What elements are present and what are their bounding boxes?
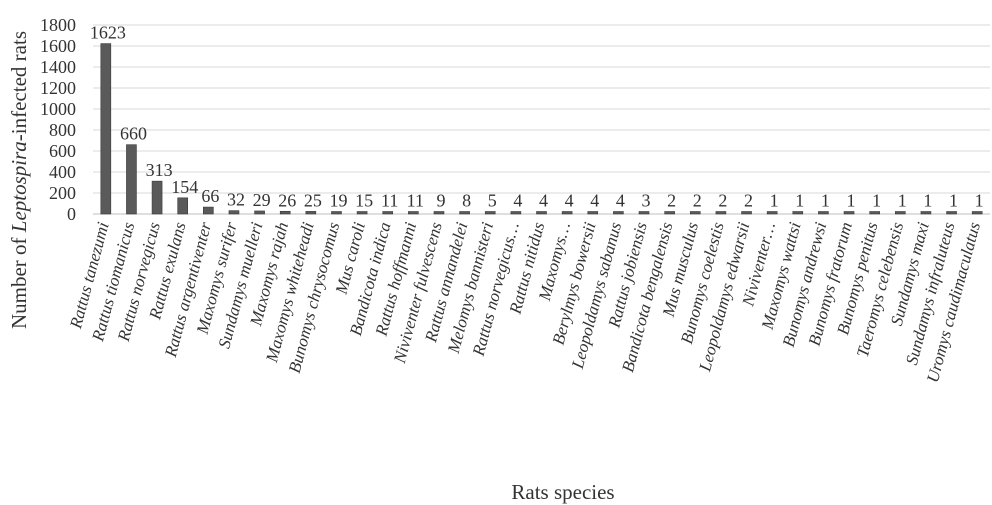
y-tick-label: 1800 [40, 15, 76, 35]
bar [766, 211, 778, 215]
y-axis-label-italic: Leptospira [7, 141, 31, 233]
data-label: 25 [304, 190, 322, 210]
bar [689, 211, 701, 215]
y-tick-label: 800 [49, 120, 76, 140]
data-label: 19 [329, 191, 347, 211]
data-label: 11 [381, 191, 398, 211]
bar [843, 211, 855, 215]
bar [664, 211, 675, 215]
bar [792, 211, 804, 215]
data-label: 1 [923, 191, 932, 211]
data-label: 5 [488, 191, 497, 211]
bar [587, 211, 599, 215]
y-tick-label: 1600 [40, 36, 76, 56]
data-label: 29 [253, 190, 271, 210]
data-label: 4 [539, 191, 548, 211]
data-label: 66 [201, 186, 219, 206]
x-axis-label: Rats species [511, 480, 614, 504]
bar [946, 211, 957, 215]
y-tick-label: 1400 [40, 57, 76, 77]
bar [100, 43, 112, 215]
bar [741, 211, 752, 215]
data-label: 4 [513, 191, 522, 211]
data-label: 9 [436, 191, 445, 211]
bar [356, 211, 368, 215]
y-tick-label: 0 [67, 204, 76, 224]
y-tick-label: 400 [49, 162, 76, 182]
data-label: 1 [975, 191, 984, 211]
bar [484, 211, 496, 215]
data-label: 1 [898, 191, 907, 211]
y-tick-label: 200 [49, 183, 76, 203]
bar [151, 180, 163, 215]
data-label: 2 [667, 191, 676, 211]
bar [971, 211, 983, 215]
data-label: 4 [590, 191, 599, 211]
bar [177, 197, 188, 215]
data-label: 1 [770, 191, 779, 211]
y-tick-label: 600 [49, 141, 76, 161]
bar [715, 211, 727, 215]
bar [536, 211, 547, 215]
data-label: 2 [718, 191, 727, 211]
bar [510, 211, 522, 215]
data-label: 1 [847, 191, 856, 211]
bar [638, 211, 650, 215]
bar [818, 211, 829, 215]
data-label: 11 [407, 191, 424, 211]
bar [228, 210, 240, 215]
data-label: 1623 [90, 23, 126, 43]
bar [561, 211, 573, 215]
data-label: 313 [146, 160, 173, 180]
bar [920, 211, 932, 215]
bar [459, 211, 470, 215]
data-label: 15 [355, 191, 373, 211]
bar [613, 211, 624, 215]
data-label: 4 [565, 191, 574, 211]
bar [408, 211, 419, 215]
bar [331, 211, 342, 215]
data-label: 154 [171, 177, 198, 197]
data-label: 26 [278, 190, 296, 210]
y-axis-label-part: Number of [7, 232, 31, 329]
data-label: 1 [949, 191, 958, 211]
bars [100, 43, 983, 215]
bar [894, 211, 906, 215]
data-label: 32 [227, 190, 245, 210]
bar [203, 206, 214, 215]
y-tick-label: 1000 [40, 99, 76, 119]
data-label: 1 [821, 191, 830, 211]
data-label: 4 [616, 191, 625, 211]
grid-lines [93, 24, 990, 194]
bar [382, 211, 394, 215]
data-label: 1 [872, 191, 881, 211]
data-label: 1 [795, 191, 804, 211]
y-axis-label: Number of Leptospira-infected rats [7, 31, 31, 329]
data-label: 2 [744, 191, 753, 211]
y-tick-label: 1200 [40, 78, 76, 98]
data-label: 660 [120, 124, 147, 144]
y-axis-label-part: -infected rats [7, 31, 31, 141]
bar [433, 211, 445, 215]
data-label: 3 [642, 191, 651, 211]
bar [305, 211, 317, 215]
bar [279, 210, 291, 215]
bar [126, 144, 137, 215]
data-label: 8 [462, 191, 471, 211]
bar [254, 210, 265, 215]
data-label: 2 [693, 191, 702, 211]
bar [869, 211, 880, 215]
